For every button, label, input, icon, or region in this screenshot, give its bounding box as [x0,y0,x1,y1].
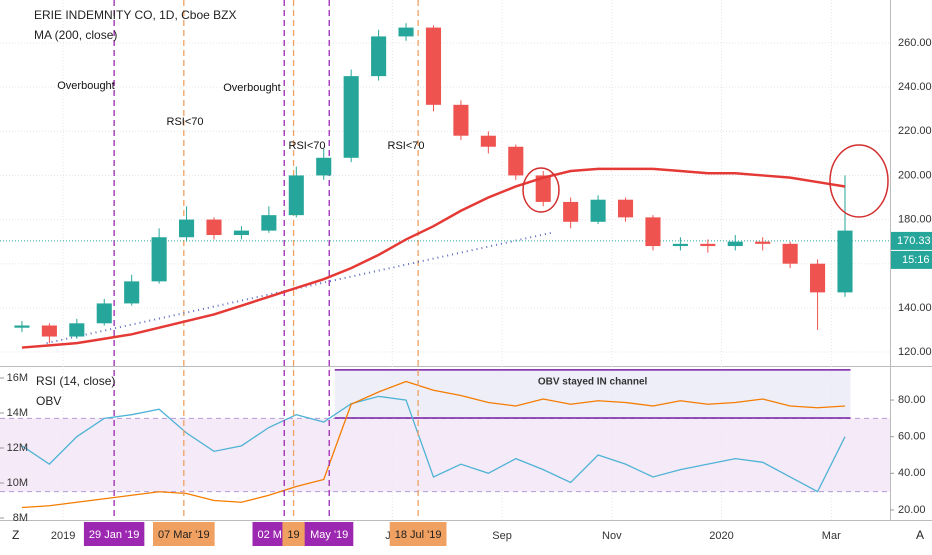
x-tick-label: Sep [492,530,512,542]
candle-body [41,325,57,337]
indicator-label: MA (200, close) [34,28,117,42]
candle-body [782,243,798,264]
y2-tick-label: 12M [7,442,28,454]
y-tick-label: 140.00 [898,302,932,314]
candle-body [316,157,332,176]
y-tick-label: 180.00 [898,213,932,225]
annotation: RSI<70 [388,140,425,152]
annotation: Overbought [57,80,114,92]
candle-body [617,199,634,218]
rsi-band [0,418,890,492]
candle-body [371,36,387,77]
x-tick-label: 2019 [51,530,75,542]
event-box [83,522,145,546]
candle-body [343,76,359,158]
candle-body [151,237,167,282]
x-tick-label: 2020 [709,530,733,542]
candle-body [69,323,85,337]
y-tick-label: 220.00 [898,125,932,137]
event-box [152,522,215,546]
candle-body [590,199,606,222]
candle-body [14,325,30,328]
candle-body [810,263,826,293]
candle-body [124,281,140,304]
event-box [389,522,447,546]
toolbar-button[interactable]: Z [12,528,19,542]
annotation: RSI<70 [289,140,326,152]
indicator-line [21,395,846,493]
candle-body [755,241,771,244]
candle-body [645,217,661,247]
lower-pane: OBV stayed IN channel [0,369,890,509]
price-label-box [891,231,932,250]
event-box [305,522,354,546]
candle-body [563,201,579,222]
y-tick-label: 120.00 [898,346,932,358]
obv-label: OBV [36,394,61,408]
y-tick-label: 20.00 [898,504,926,516]
candle-body [480,135,496,147]
time-label-box [891,250,932,269]
y-tick-label: 80.00 [898,394,926,406]
candle-body [288,175,304,216]
event-label: 29 Jan '19 [89,529,139,541]
channel-box [334,369,851,419]
y2-tick-label: 8M [13,512,28,524]
y2-tick-label: 14M [7,407,28,419]
y2-tick-label: 16M [7,372,28,384]
y-tick-label: 200.00 [898,169,932,181]
candle-body [206,219,222,236]
candle-body [179,219,195,238]
event-label: May '19 [310,529,348,541]
trendline [46,231,552,345]
candle-body [425,27,442,105]
y-tick-label: 240.00 [898,81,932,93]
candle-body [508,146,524,176]
y-tick-label: 40.00 [898,467,926,479]
chart-title: ERIE INDEMNITY CO, 1D, Cboe BZX [34,8,237,22]
price-label: 170.33 [897,235,931,247]
price-pane: Overbought RSI<70 Overbought RSI<70 RSI<70 [0,0,890,520]
countdown-label: 15:16 [902,254,930,266]
candle-body [727,241,743,247]
indicator-line [21,380,846,509]
candle-body [233,230,249,236]
highlight-circle [522,167,560,213]
candle-body [672,243,688,247]
toolbar-button[interactable]: A [916,528,924,542]
rsi-label: RSI (14, close) [36,374,115,388]
x-tick-label: Nov [602,530,622,542]
candle-body [398,27,414,37]
annotation: Overbought [223,82,280,94]
highlight-circle [829,144,889,218]
event-box [282,522,305,546]
y-tick-label: 60.00 [898,431,926,443]
annotation: RSI<70 [167,116,204,128]
moving-average [21,167,846,349]
candle-body [837,230,853,293]
axes: 120.00140.00160.00180.00200.00220.00240.… [0,37,932,546]
candle-body [261,215,277,231]
candle-body [453,104,469,136]
candle-body [700,243,716,247]
event-label: 19 [287,529,299,541]
y2-tick-label: 10M [7,477,28,489]
candle-body [535,175,551,202]
event-label: 07 Mar '19 [158,529,210,541]
y-tick-label: 260.00 [898,37,932,49]
x-tick-label: Mar [822,530,841,542]
event-label: 18 Jul '19 [395,529,442,541]
channel-label: OBV stayed IN channel [538,377,648,388]
grid [0,0,890,520]
candle-body [96,303,112,324]
